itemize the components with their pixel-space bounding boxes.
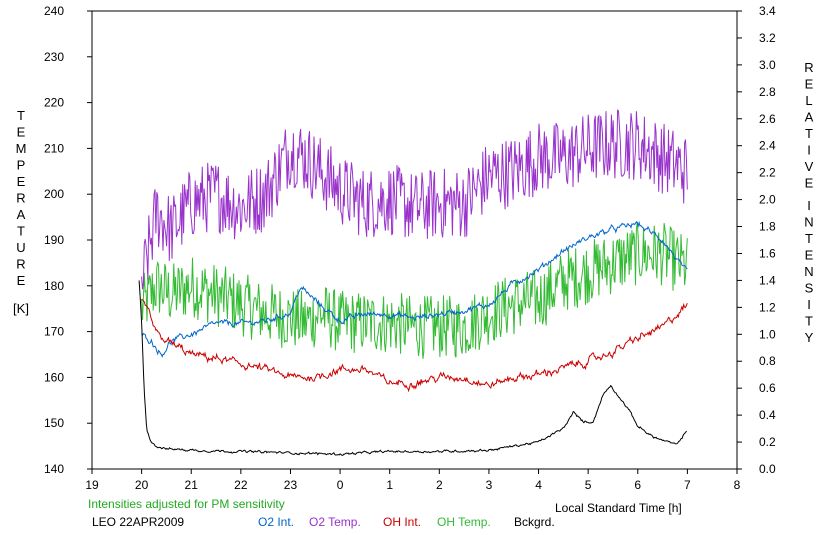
y-right-tick-label: 3.2 [759, 31, 776, 45]
series-o2-int-line [141, 220, 688, 358]
legend-oh-int: OH Int. [383, 515, 422, 529]
y-right-tick-label: 0.4 [759, 408, 776, 422]
right-axis-title-letter: A [805, 110, 814, 125]
y-left-tick-label: 180 [44, 279, 64, 293]
right-axis-title-letter: R [804, 60, 813, 75]
y-left-tick-label: 150 [44, 416, 64, 430]
x-tick-label: 22 [234, 478, 248, 492]
right-axis-title-letter: S [805, 281, 814, 296]
x-tick-label: 3 [486, 478, 493, 492]
y-right-tick-label: 0.8 [759, 354, 776, 368]
left-axis-title-letter: E [17, 273, 26, 288]
x-tick-label: 8 [734, 478, 741, 492]
left-axis-title-letter: U [16, 240, 25, 255]
series-bckgrd-line [138, 280, 687, 456]
left-axis-title-letter: R [16, 191, 25, 206]
y-right-tick-label: 2.2 [759, 166, 776, 180]
x-tick-label: 20 [135, 478, 149, 492]
series-oh-temp-line [141, 221, 688, 359]
left-axis-unit: [K] [13, 301, 29, 316]
x-tick-label: 1 [386, 478, 393, 492]
right-axis-title-letter: V [805, 159, 814, 174]
right-axis-title-letter: E [805, 77, 814, 92]
series-oh-int-line [141, 299, 688, 393]
x-tick-label: 0 [337, 478, 344, 492]
y-right-tick-label: 3.0 [759, 58, 776, 72]
y-left-tick-label: 210 [44, 141, 64, 155]
y-right-tick-label: 1.0 [759, 327, 776, 341]
sensitivity-note: Intensities adjusted for PM sensitivity [88, 497, 285, 511]
y-right-tick-label: 2.4 [759, 139, 776, 153]
y-right-tick-label: 1.6 [759, 246, 776, 260]
left-axis-title-letter: A [17, 207, 26, 222]
x-tick-label: 21 [185, 478, 199, 492]
y-left-tick-label: 190 [44, 233, 64, 247]
y-right-tick-label: 3.4 [759, 4, 776, 18]
y-left-tick-label: 160 [44, 370, 64, 384]
y-left-tick-label: 140 [44, 462, 64, 476]
plot-frame [91, 10, 738, 470]
right-axis-title-letter: T [805, 314, 813, 329]
series-o2-temp-line [141, 109, 688, 290]
y-right-tick-label: 2.0 [759, 193, 776, 207]
legend-oh-temp: OH Temp. [437, 515, 491, 529]
right-axis-title-letter: N [804, 215, 813, 230]
right-axis-title-letter: Y [805, 330, 814, 345]
left-axis-title-letter: E [17, 125, 26, 140]
left-axis-title-letter: P [17, 158, 26, 173]
right-axis-title-letter: E [805, 176, 814, 191]
y-right-tick-label: 2.6 [759, 112, 776, 126]
left-axis-title-letter: R [16, 257, 25, 272]
legend-bckgrd: Bckgrd. [514, 515, 555, 529]
y-left-tick-label: 200 [44, 187, 64, 201]
legend-o2-temp: O2 Temp. [309, 515, 361, 529]
left-axis-title-letter: T [17, 108, 25, 123]
right-axis-title-letter: T [805, 126, 813, 141]
y-right-tick-label: 0.0 [759, 462, 776, 476]
y-left-tick-label: 230 [44, 50, 64, 64]
right-axis-title-letter: N [804, 264, 813, 279]
right-axis-title-letter: I [807, 297, 811, 312]
right-axis-title-letter: E [805, 248, 814, 263]
y-left-tick-label: 220 [44, 96, 64, 110]
x-tick-label: 4 [535, 478, 542, 492]
y-right-tick-label: 0.2 [759, 435, 776, 449]
right-axis-title-letter: T [805, 231, 813, 246]
x-tick-label: 6 [634, 478, 641, 492]
left-axis-title-letter: M [16, 141, 27, 156]
left-axis-title-letter: T [17, 224, 25, 239]
right-axis-title-letter: L [805, 93, 812, 108]
x-tick-label: 5 [585, 478, 592, 492]
x-tick-label: 2 [436, 478, 443, 492]
y-right-tick-label: 0.6 [759, 381, 776, 395]
y-left-tick-label: 240 [44, 4, 64, 18]
x-tick-label: 23 [284, 478, 298, 492]
right-axis-title-letter: I [807, 198, 811, 213]
x-tick-label: 7 [684, 478, 691, 492]
station-date-label: LEO 22APR2009 [92, 515, 185, 529]
x-axis-title: Local Standard Time [h] [555, 501, 682, 515]
y-right-tick-label: 1.8 [759, 220, 776, 234]
right-axis-title-letter: I [807, 143, 811, 158]
y-right-tick-label: 1.2 [759, 300, 776, 314]
legend-o2-int: O2 Int. [258, 515, 295, 529]
y-right-tick-label: 2.8 [759, 85, 776, 99]
left-axis-title-letter: E [17, 174, 26, 189]
y-right-tick-label: 1.4 [759, 273, 776, 287]
y-left-tick-label: 170 [44, 325, 64, 339]
x-tick-label: 19 [85, 478, 99, 492]
